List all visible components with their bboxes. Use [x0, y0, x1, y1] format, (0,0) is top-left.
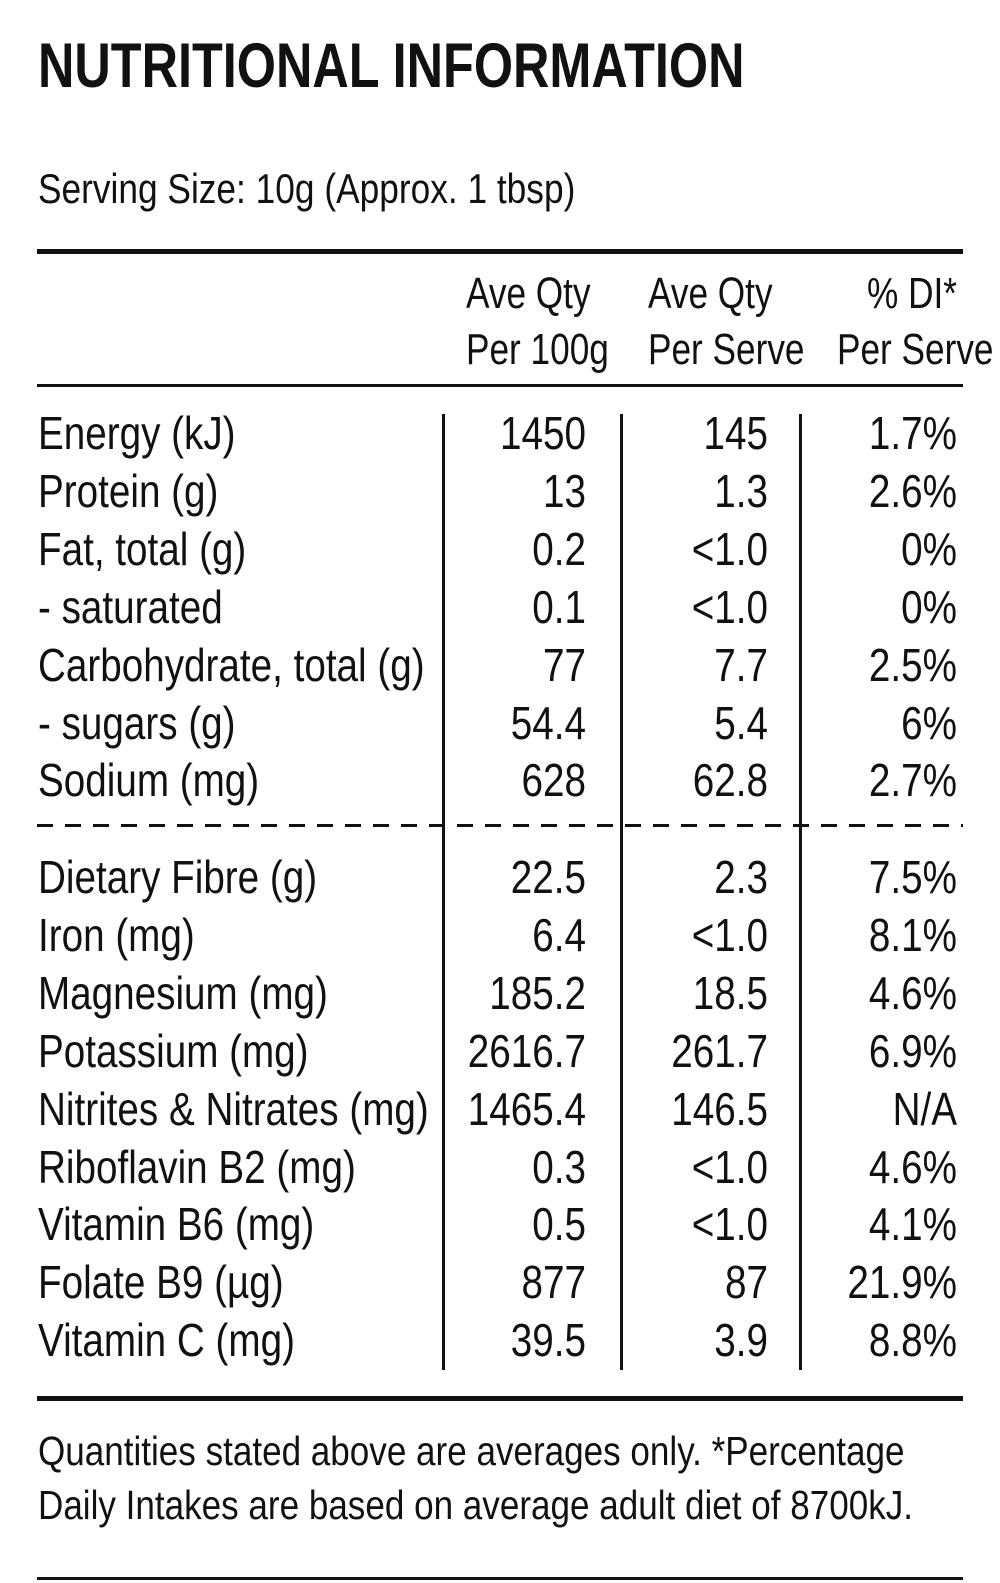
value-per-serve: <1.0: [691, 522, 768, 575]
table-bottom-rule: [37, 1396, 963, 1401]
value-percent-di: 8.8%: [868, 1314, 957, 1367]
value-percent-di: 0%: [901, 580, 957, 633]
nutrient-name: Carbohydrate, total (g): [38, 638, 425, 691]
nutrient-name: Iron (mg): [38, 908, 195, 961]
value-per-serve: 7.7: [714, 638, 768, 691]
value-per-serve: 1.3: [714, 464, 768, 517]
value-percent-di: 21.9%: [847, 1256, 957, 1309]
value-percent-di: 6.9%: [868, 1024, 957, 1077]
value-per-serve: <1.0: [691, 580, 768, 633]
value-per-serve: 18.5: [692, 966, 768, 1019]
value-per-100g: 39.5: [510, 1314, 586, 1367]
value-percent-di: 7.5%: [868, 851, 957, 903]
value-per-100g: 877: [521, 1256, 586, 1309]
value-percent-di: 8.1%: [868, 908, 957, 961]
value-per-100g: 22.5: [510, 851, 586, 903]
nutrient-name: Folate B9 (µg): [38, 1256, 284, 1309]
value-per-100g: 54.4: [510, 696, 586, 749]
header-per100-line2: Per 100g: [466, 325, 609, 374]
nutrient-name: - sugars (g): [38, 696, 236, 749]
value-per-serve: 2.3: [714, 851, 768, 903]
value-percent-di: 4.1%: [868, 1198, 957, 1251]
nutrient-name: - saturated: [38, 580, 223, 633]
value-per-100g: 1465.4: [467, 1082, 586, 1135]
value-per-serve: 3.9: [714, 1314, 768, 1367]
value-per-100g: 13: [543, 464, 586, 517]
value-per-serve: <1.0: [691, 908, 768, 961]
nutrient-name: Protein (g): [38, 464, 219, 517]
column-divider-3: [799, 414, 802, 1370]
nutrient-name: Magnesium (mg): [38, 966, 328, 1019]
value-per-100g: 2616.7: [467, 1024, 586, 1077]
bottom-rule: [37, 1577, 963, 1580]
value-percent-di: 4.6%: [868, 1140, 957, 1193]
table-top-rule: [37, 249, 963, 254]
nutrient-name: Vitamin B6 (mg): [38, 1198, 315, 1251]
nutrient-name: Riboflavin B2 (mg): [38, 1140, 356, 1193]
nutrient-name: Nitrites & Nitrates (mg): [38, 1082, 429, 1135]
value-per-serve: 145: [703, 407, 768, 459]
header-perserve-line1: Ave Qty: [648, 269, 773, 318]
nutrient-name: Fat, total (g): [38, 522, 247, 575]
value-percent-di: 1.7%: [868, 407, 957, 459]
header-perserve-line2: Per Serve: [648, 325, 805, 374]
value-percent-di: 4.6%: [868, 966, 957, 1019]
value-per-100g: 185.2: [489, 966, 586, 1019]
section-dashed-divider: [37, 824, 963, 827]
value-percent-di: 2.7%: [868, 754, 957, 807]
header-di-line2: Per Serve: [837, 325, 994, 374]
value-per-serve: <1.0: [691, 1198, 768, 1251]
value-per-100g: 0.3: [532, 1140, 586, 1193]
nutrient-name: Potassium (mg): [38, 1024, 309, 1077]
value-percent-di: 0%: [901, 522, 957, 575]
value-per-100g: 6.4: [532, 908, 586, 961]
serving-size: Serving Size: 10g (Approx. 1 tbsp): [38, 165, 576, 212]
value-per-serve: 261.7: [671, 1024, 768, 1077]
value-per-serve: 87: [725, 1256, 768, 1309]
value-percent-di: N/A: [892, 1082, 957, 1135]
value-per-serve: <1.0: [691, 1140, 768, 1193]
column-divider-2: [620, 414, 623, 1370]
footnote-line-1: Quantities stated above are averages onl…: [38, 1428, 905, 1474]
footnote-line-2: Daily Intakes are based on average adult…: [38, 1482, 913, 1528]
value-per-100g: 0.1: [532, 580, 586, 633]
header-per100-line1: Ave Qty: [466, 269, 591, 318]
header-rule: [37, 384, 963, 387]
value-per-100g: 1450: [500, 407, 586, 459]
value-percent-di: 2.6%: [868, 464, 957, 517]
nutrient-name: Vitamin C (mg): [38, 1314, 295, 1367]
column-divider-1: [442, 414, 445, 1370]
footnote: Quantities stated above are averages onl…: [38, 1424, 979, 1532]
nutrient-name: Energy (kJ): [38, 407, 236, 459]
value-per-100g: 0.2: [532, 522, 586, 575]
value-per-serve: 5.4: [714, 696, 768, 749]
value-percent-di: 6%: [901, 696, 957, 749]
page-title: NUTRITIONAL INFORMATION: [38, 31, 745, 101]
value-per-100g: 0.5: [532, 1198, 586, 1251]
value-per-100g: 77: [543, 638, 586, 691]
nutrient-name: Sodium (mg): [38, 754, 260, 807]
header-di-line1: % DI*: [867, 269, 957, 318]
value-per-serve: 146.5: [671, 1082, 768, 1135]
value-per-100g: 628: [521, 754, 586, 807]
value-per-serve: 62.8: [692, 754, 768, 807]
nutrient-name: Dietary Fibre (g): [38, 851, 318, 903]
value-percent-di: 2.5%: [868, 638, 957, 691]
